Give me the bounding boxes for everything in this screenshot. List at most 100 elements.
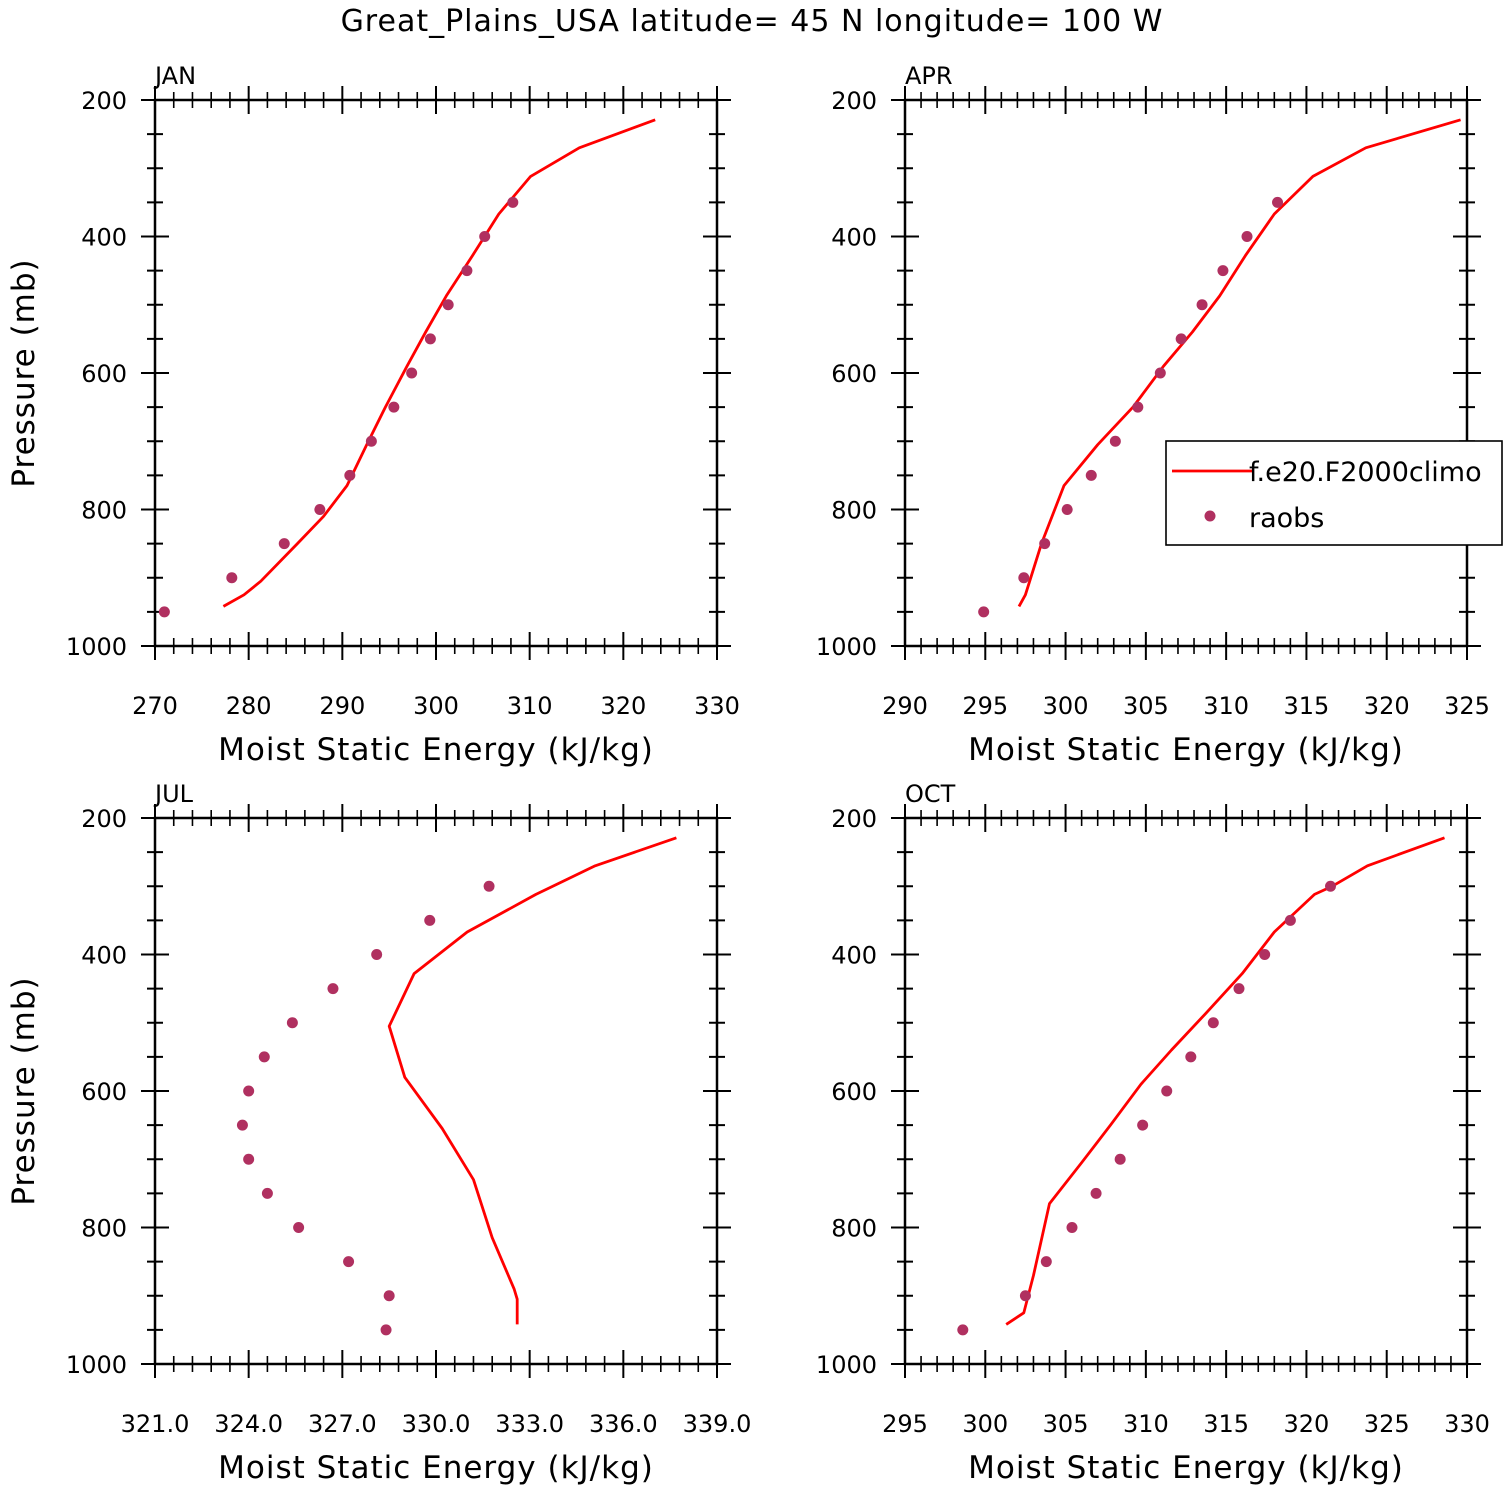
y-axis-label: Pressure (mb) [6, 976, 42, 1205]
raobs-point [314, 504, 326, 515]
raobs-point [1175, 333, 1187, 345]
x-tick-label: 339.0 [683, 1410, 752, 1438]
raobs-point [258, 1051, 270, 1063]
raobs-point [1154, 367, 1166, 379]
raobs-point [1233, 983, 1245, 995]
raobs-point [236, 1119, 248, 1131]
y-tick-label: 400 [81, 224, 127, 252]
x-tick-label: 321.0 [121, 1410, 190, 1438]
raobs-point [1185, 1051, 1197, 1063]
raobs-point [1109, 435, 1121, 447]
raobs-point [442, 299, 454, 311]
legend: f.e20.F2000climo raobs [1165, 440, 1503, 546]
raobs-point [1019, 1290, 1031, 1302]
figure-title: Great_Plains_USA latitude= 45 N longitud… [340, 4, 1164, 39]
x-tick-label: 295 [882, 1410, 928, 1438]
raobs-point [1272, 196, 1284, 208]
raobs-point [406, 367, 418, 379]
raobs-point [343, 1256, 355, 1268]
plot-frame [903, 816, 1469, 1366]
x-tick-label: 310 [507, 692, 553, 720]
plot-frame [153, 816, 719, 1366]
raobs-point [1018, 572, 1030, 584]
panel-label: OCT [905, 780, 956, 808]
x-tick-label: 325 [1444, 692, 1490, 720]
y-tick-label: 200 [81, 87, 127, 115]
x-tick-label: 290 [882, 692, 928, 720]
x-tick-label: 290 [319, 692, 365, 720]
x-tick-label: 330 [694, 692, 740, 720]
y-tick-label: 200 [831, 805, 877, 833]
y-tick-label: 400 [81, 942, 127, 970]
x-tick-label: 333.0 [495, 1410, 564, 1438]
y-tick-label: 800 [831, 1215, 877, 1243]
raobs-point [1161, 1085, 1173, 1097]
raobs-point [1217, 265, 1229, 277]
x-tick-label: 327.0 [308, 1410, 377, 1438]
panel-oct: 200 400 600 800 1000 295 300 305 310 315 320 325 330… [816, 780, 1490, 1486]
model-line [1017, 118, 1461, 608]
raobs-point [957, 1324, 969, 1336]
raobs-point [483, 880, 495, 892]
x-tick-label: 310 [1203, 692, 1249, 720]
y-tick-label: 1000 [816, 1351, 877, 1379]
raobs-point [1284, 914, 1296, 926]
y-tick-label: 600 [831, 1078, 877, 1106]
legend-label-model: f.e20.F2000climo [1249, 457, 1482, 488]
x-tick-label: 305 [1123, 692, 1169, 720]
raobs-point [461, 265, 473, 277]
plot-frame [153, 98, 719, 648]
y-tick-label: 600 [831, 360, 877, 388]
y-tick-label: 200 [831, 87, 877, 115]
raobs-point [365, 435, 377, 447]
legend-label-raobs: raobs [1249, 503, 1324, 534]
model-line [387, 836, 677, 1325]
panel-jan: 200 400 600 800 1000 270 280 290 300 310 320 330 Moi… [6, 62, 740, 768]
raobs-point [226, 572, 238, 584]
y-tick-label: 800 [831, 497, 877, 525]
x-tick-label: 336.0 [589, 1410, 658, 1438]
raobs-point [1207, 1017, 1219, 1029]
panel-label: JAN [153, 62, 196, 90]
raobs-point [293, 1222, 305, 1233]
raobs-point [1241, 231, 1253, 242]
x-tick-label: 320 [600, 692, 646, 720]
x-tick-label: 324.0 [214, 1410, 283, 1438]
x-tick-label: 320 [1364, 692, 1410, 720]
raobs-point [286, 1017, 298, 1029]
x-tick-label: 310 [1123, 1410, 1169, 1438]
y-tick-label: 200 [81, 805, 127, 833]
raobs-point [1196, 299, 1208, 311]
x-tick-label: 330 [1444, 1410, 1490, 1438]
x-tick-label: 300 [1043, 692, 1089, 720]
y-tick-label: 800 [81, 497, 127, 525]
raobs-point [479, 231, 491, 242]
y-tick-label: 1000 [816, 633, 877, 661]
model-line [1005, 836, 1445, 1326]
raobs-point [243, 1153, 255, 1165]
raobs-point [1137, 1119, 1149, 1131]
raobs-point [1039, 538, 1051, 550]
y-axis-label: Pressure (mb) [6, 258, 42, 487]
raobs-point [507, 196, 519, 208]
raobs-point [371, 949, 383, 960]
plot-frame [903, 98, 1469, 648]
raobs-point [1114, 1153, 1126, 1165]
x-tick-label: 280 [226, 692, 272, 720]
panel-apr: 200 400 600 800 1000 290 295 300 305 310 315 320 325… [816, 62, 1490, 768]
x-tick-label: 315 [1284, 692, 1330, 720]
x-tick-label: 295 [962, 692, 1008, 720]
x-axis-label: Moist Static Energy (kJ/kg) [968, 1450, 1404, 1486]
y-tick-label: 1000 [66, 1351, 127, 1379]
raobs-point [383, 1290, 395, 1302]
legend-box [1165, 440, 1503, 546]
raobs-point [380, 1324, 392, 1336]
y-tick-label: 1000 [66, 633, 127, 661]
raobs-point [424, 333, 436, 345]
raobs-point [344, 469, 356, 481]
panel-label: JUL [153, 780, 194, 808]
raobs-point [978, 606, 990, 618]
raobs-point [388, 401, 400, 413]
x-tick-label: 315 [1203, 1410, 1249, 1438]
